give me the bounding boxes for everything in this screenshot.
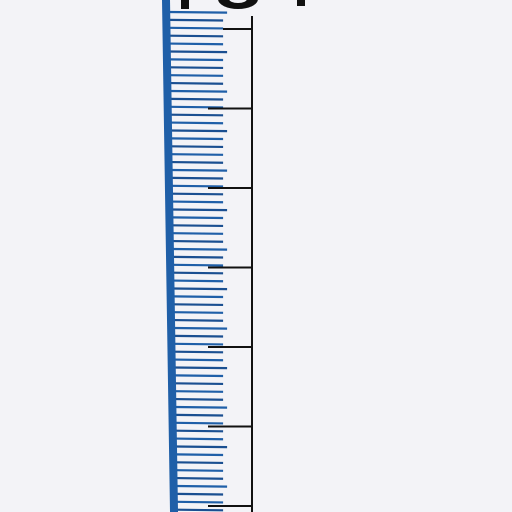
blue-tick-mark: [174, 405, 228, 409]
blue-tick-mark: [169, 89, 228, 93]
blue-tick-mark: [168, 50, 228, 54]
blue-tick-mark: [169, 81, 224, 85]
blue-tick-mark: [172, 271, 224, 275]
blue-scale-spine: [162, 0, 178, 512]
blue-tick-mark: [175, 508, 224, 512]
blue-tick-mark: [173, 390, 224, 393]
blue-tick-mark: [168, 58, 224, 62]
black-tick-marks: [208, 28, 252, 507]
blue-tick-mark: [174, 453, 224, 457]
blue-tick-mark: [172, 295, 224, 299]
blue-tick-mark: [174, 429, 224, 433]
blue-tick-mark: [171, 239, 224, 243]
blue-tick-mark: [168, 42, 224, 46]
blue-tick-mark: [172, 279, 224, 283]
blue-tick-mark: [172, 263, 224, 267]
partial-dark-glyph-top: [181, 0, 305, 9]
blue-tick-mark: [173, 334, 224, 338]
blue-tick-mark: [169, 97, 224, 101]
blue-tick-mark: [174, 445, 228, 449]
blue-tick-mark: [170, 160, 224, 164]
blue-tick-mark: [171, 208, 228, 212]
blue-tick-mark: [175, 461, 224, 465]
blue-tick-mark: [175, 484, 228, 488]
blue-tick-mark: [173, 374, 224, 378]
blue-tick-mark: [170, 176, 224, 180]
blue-tick-mark: [168, 10, 228, 14]
blue-tick-mark: [173, 350, 224, 354]
blue-tick-mark: [171, 232, 224, 235]
blue-tick-mark: [172, 303, 224, 307]
blue-tick-mark: [173, 326, 228, 330]
blue-tick-mark: [170, 137, 224, 141]
blue-tick-mark: [175, 500, 224, 504]
blue-tick-mark: [170, 168, 228, 172]
blue-tick-mark: [170, 145, 224, 149]
blue-tick-mark: [169, 113, 224, 117]
blue-tick-mark: [174, 421, 224, 425]
blue-tick-mark: [172, 287, 228, 291]
blue-tick-mark: [173, 358, 224, 362]
blue-tick-mark: [171, 200, 224, 204]
blue-tick-mark: [175, 492, 224, 496]
blue-tick-marks: [168, 10, 228, 512]
blue-tick-mark: [173, 342, 224, 346]
blue-tick-mark: [174, 413, 224, 417]
blue-tick-mark: [168, 66, 224, 70]
blue-tick-mark: [173, 382, 224, 386]
blue-tick-mark: [168, 34, 224, 38]
blue-tick-mark: [171, 224, 224, 228]
blue-tick-mark: [175, 476, 224, 480]
blue-tick-mark: [170, 184, 224, 188]
blue-tick-mark: [174, 437, 224, 441]
blue-tick-mark: [172, 311, 224, 314]
blue-tick-mark: [169, 121, 224, 125]
blue-tick-mark: [175, 469, 224, 472]
blue-tick-mark: [172, 318, 224, 322]
blue-tick-mark: [168, 26, 224, 30]
blue-tick-mark: [174, 397, 224, 401]
blue-tick-mark: [171, 255, 224, 259]
blue-tick-mark: [170, 153, 224, 156]
blue-tick-mark: [168, 18, 224, 22]
blue-tick-mark: [170, 192, 224, 196]
blue-tick-mark: [169, 105, 224, 109]
blue-tick-mark: [169, 74, 224, 77]
blue-tick-mark: [173, 366, 228, 370]
blue-tick-mark: [169, 129, 228, 133]
blue-tick-mark: [171, 247, 228, 251]
blue-tick-mark: [171, 216, 224, 220]
